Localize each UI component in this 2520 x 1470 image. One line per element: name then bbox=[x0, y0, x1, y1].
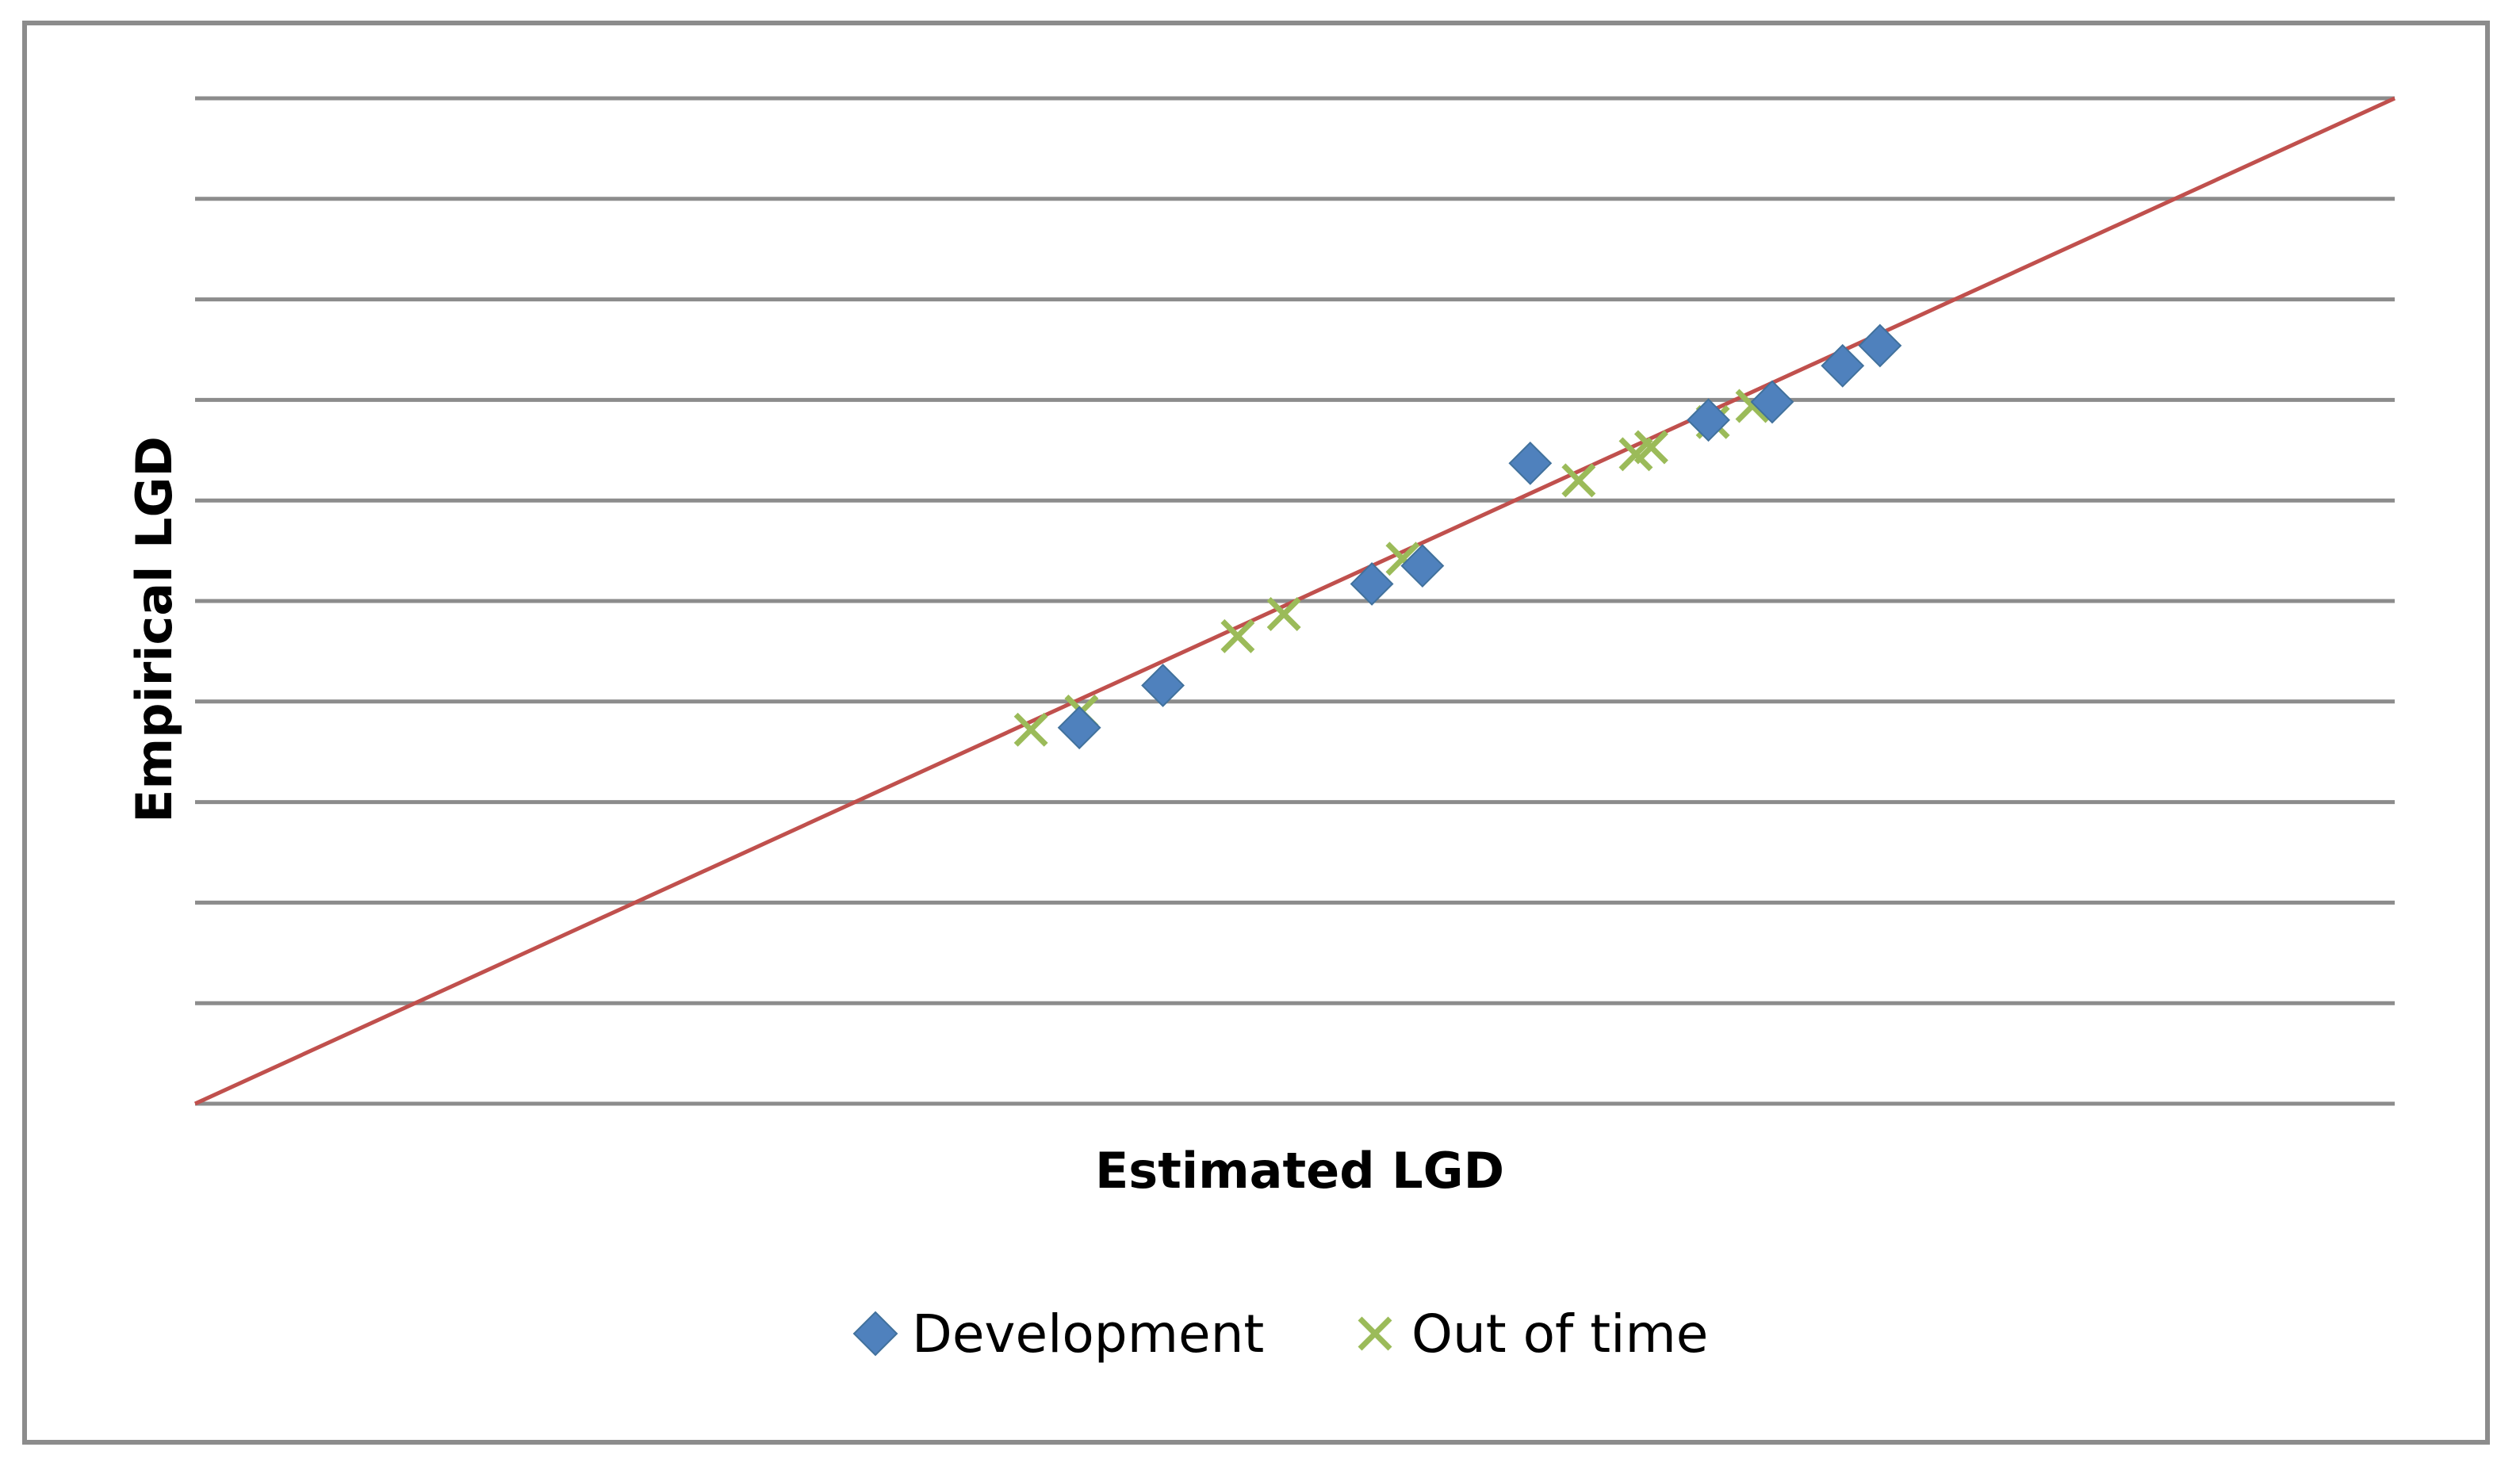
legend-item: Out of time bbox=[1358, 1303, 1708, 1365]
development-point bbox=[1350, 562, 1394, 606]
out-of-time-point bbox=[1633, 430, 1668, 465]
out-of-time-point bbox=[1266, 597, 1301, 631]
out-of-time-point-stroke bbox=[1633, 430, 1668, 465]
legend-label: Development bbox=[912, 1303, 1264, 1365]
out-of-time-point-stroke bbox=[1385, 542, 1420, 576]
x-axis-title: Estimated LGD bbox=[1095, 1142, 1504, 1200]
legend-item: Development bbox=[852, 1303, 1264, 1365]
out-of-time-point-stroke bbox=[1266, 597, 1301, 631]
data-points bbox=[1013, 323, 1902, 750]
development-point bbox=[1858, 323, 1902, 368]
development-point bbox=[1821, 343, 1865, 388]
development-point bbox=[1141, 664, 1185, 707]
development-point bbox=[1508, 441, 1553, 485]
y-axis-title: Empirical LGD bbox=[125, 436, 183, 823]
out-of-time-point bbox=[1013, 712, 1048, 747]
out-of-time-point-stroke bbox=[1561, 463, 1596, 498]
out-of-time-point bbox=[1220, 618, 1255, 653]
legend-label: Out of time bbox=[1411, 1303, 1708, 1365]
development-point bbox=[1750, 380, 1794, 424]
legend-x-icon bbox=[1358, 1316, 1392, 1351]
out-of-time-point bbox=[1561, 463, 1596, 498]
out-of-time-point-stroke bbox=[1220, 618, 1255, 653]
legend-diamond-icon bbox=[852, 1311, 898, 1357]
out-of-time-point-stroke bbox=[1013, 712, 1048, 747]
development-point bbox=[1400, 544, 1445, 588]
development-point bbox=[1687, 398, 1730, 442]
chart-area: Estimated LGD Empirical LGD Development O… bbox=[125, 96, 2396, 1365]
chart-frame: Estimated LGD Empirical LGD Development O… bbox=[22, 21, 2490, 1445]
legend-x-icon-stroke bbox=[1358, 1316, 1392, 1351]
legend: Development Out of time bbox=[852, 1303, 1708, 1365]
development-point bbox=[1057, 706, 1101, 750]
